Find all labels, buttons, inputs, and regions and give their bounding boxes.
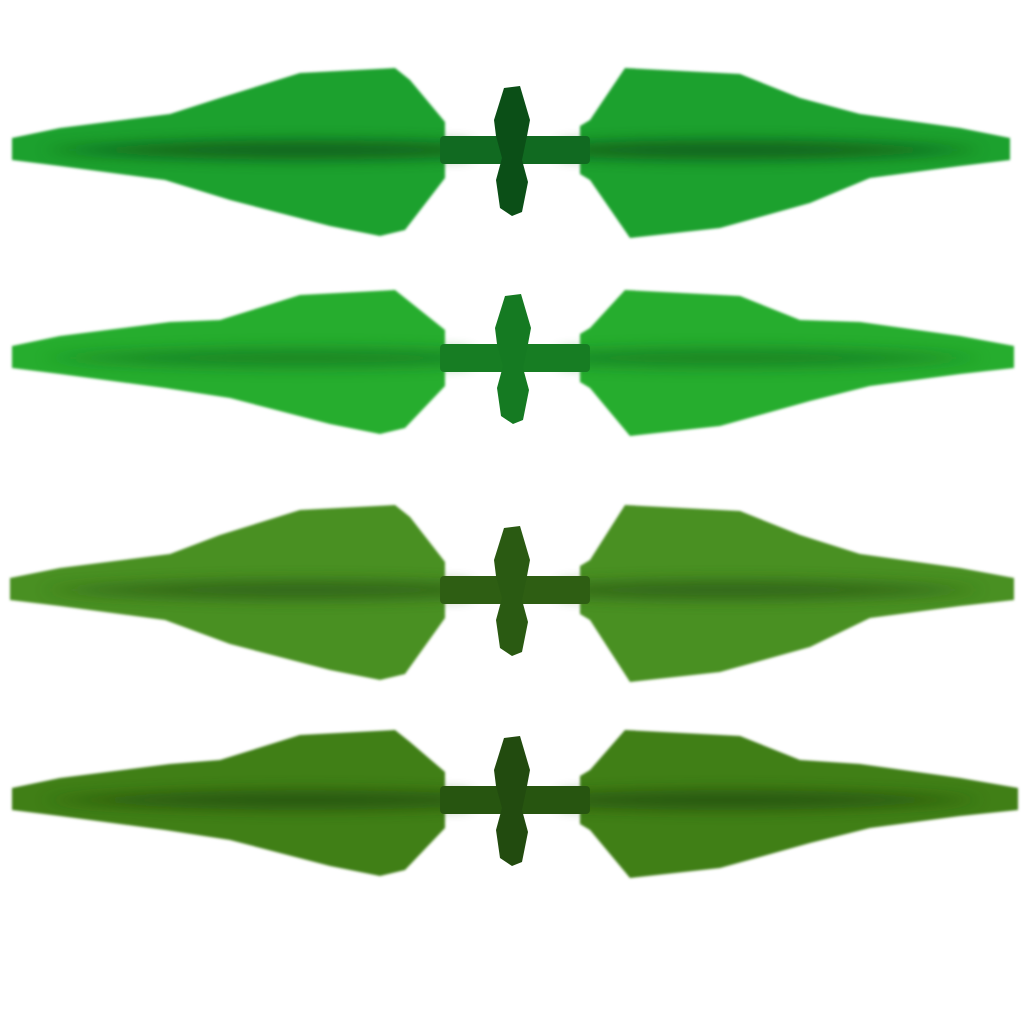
leaf-sprite-olive-green (10, 505, 1014, 682)
leaf-sprite-dark-olive (12, 730, 1018, 878)
left-leaf-vein (40, 790, 470, 810)
left-leaf-vein (40, 348, 470, 368)
sprites-layer (10, 68, 1018, 878)
stem-node (494, 736, 530, 866)
leaf-sprite-bright-green (12, 68, 1010, 238)
right-leaf-vein (560, 790, 985, 810)
leaf-sprite-light-green (12, 290, 1014, 436)
stem-node (495, 294, 531, 424)
right-leaf-vein (560, 348, 985, 368)
left-leaf-vein (40, 580, 470, 600)
right-leaf-vein (560, 580, 985, 600)
right-leaf-vein (560, 140, 985, 160)
left-leaf-vein (40, 140, 470, 160)
stem-node (494, 526, 530, 656)
stem-node (494, 86, 530, 216)
